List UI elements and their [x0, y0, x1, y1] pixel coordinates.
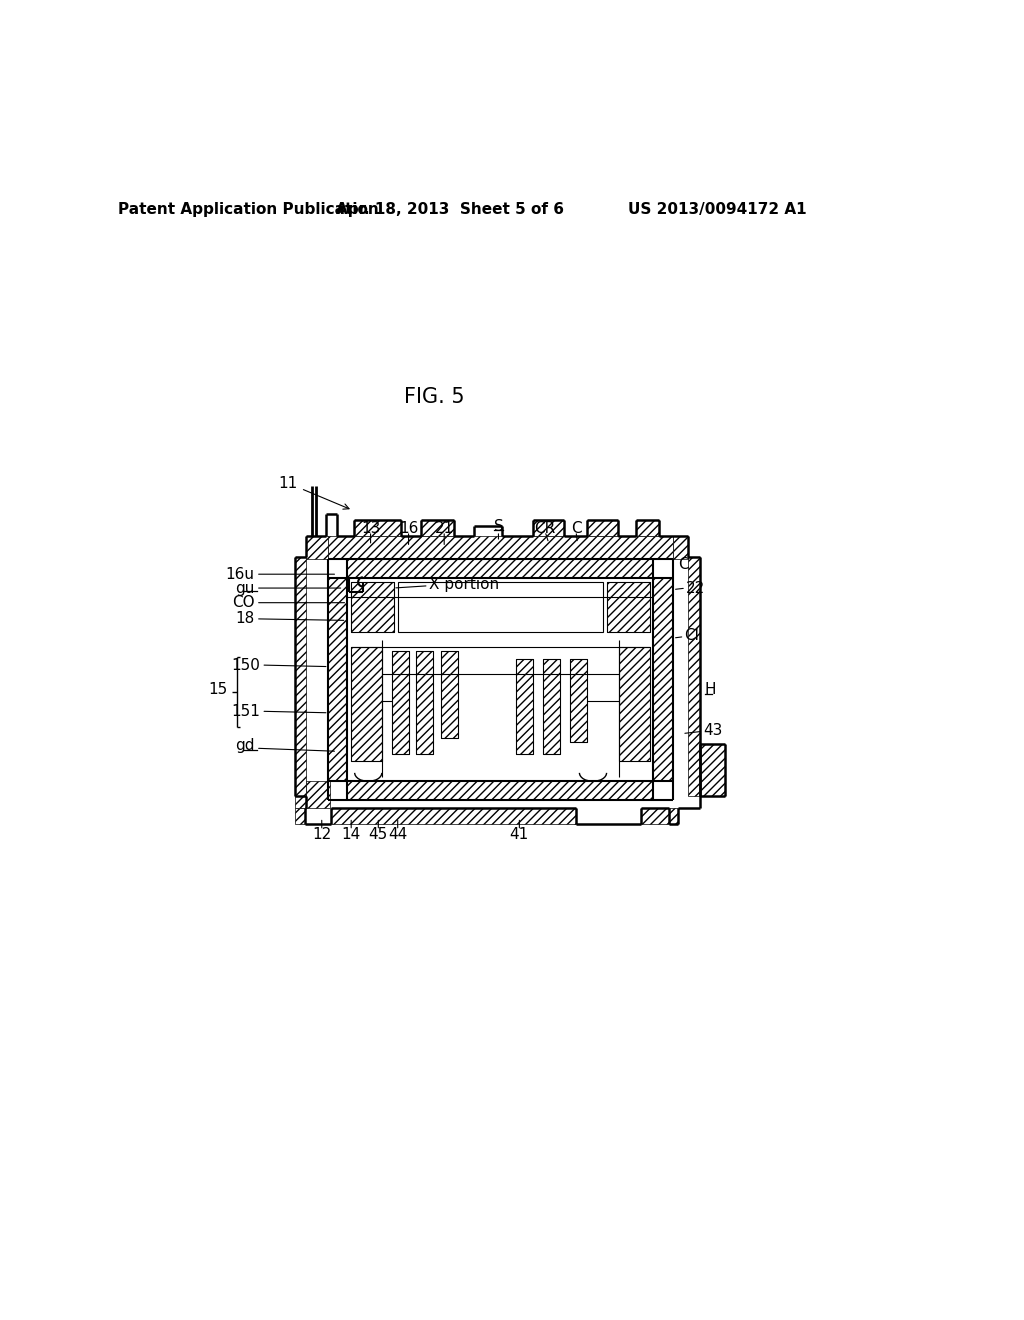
Bar [306, 536, 328, 558]
Text: CO: CO [231, 595, 254, 610]
Text: 11: 11 [279, 475, 349, 510]
Text: 21: 21 [434, 521, 454, 536]
Bar [417, 651, 433, 754]
Bar [351, 647, 382, 762]
Bar [351, 582, 394, 632]
Bar [618, 647, 649, 762]
Bar [295, 796, 306, 808]
Bar [328, 536, 673, 558]
Bar [441, 651, 458, 738]
Bar [532, 520, 563, 536]
Bar [569, 659, 587, 742]
Bar [607, 582, 649, 632]
Bar [618, 647, 649, 762]
Bar [354, 520, 400, 536]
Text: US 2013/0094172 A1: US 2013/0094172 A1 [628, 202, 806, 218]
Bar [347, 558, 653, 578]
Text: 45: 45 [369, 826, 388, 842]
Text: Patent Application Publication: Patent Application Publication [118, 202, 379, 218]
Bar [391, 651, 409, 754]
Text: 14: 14 [342, 826, 360, 842]
Bar [607, 582, 649, 632]
Bar [543, 659, 560, 754]
Bar [331, 808, 575, 825]
Text: 150: 150 [230, 657, 260, 673]
Bar [653, 578, 673, 780]
Bar [700, 744, 725, 796]
Bar [641, 808, 678, 825]
Bar [515, 659, 532, 754]
Text: H: H [705, 682, 716, 697]
Bar [515, 659, 532, 754]
Bar [351, 582, 394, 632]
Bar [295, 557, 306, 796]
Text: 151: 151 [230, 704, 260, 719]
Text: Apr. 18, 2013  Sheet 5 of 6: Apr. 18, 2013 Sheet 5 of 6 [336, 202, 563, 218]
Text: C: C [570, 521, 582, 536]
Text: 41: 41 [510, 826, 529, 842]
Bar [397, 582, 603, 632]
Text: CR: CR [535, 521, 556, 536]
Text: gd: gd [234, 738, 254, 754]
Bar [306, 780, 330, 808]
Bar [688, 557, 700, 796]
Text: gu: gu [234, 581, 254, 595]
Text: 18: 18 [236, 611, 254, 627]
Text: Cl: Cl [684, 628, 699, 643]
Bar [543, 659, 560, 754]
Text: 12: 12 [312, 826, 332, 842]
Bar [295, 808, 305, 825]
Bar [417, 651, 433, 754]
Bar [351, 647, 382, 762]
Text: 44: 44 [388, 826, 408, 842]
Bar [569, 659, 587, 742]
Text: 16u: 16u [225, 566, 254, 582]
Text: 16: 16 [399, 521, 418, 536]
Text: FIG. 5: FIG. 5 [403, 387, 465, 407]
Bar [391, 651, 409, 754]
Bar [421, 520, 454, 536]
Bar [636, 520, 658, 536]
Bar [328, 578, 347, 780]
Text: 22: 22 [686, 581, 706, 595]
Text: 15: 15 [208, 682, 227, 697]
Text: S: S [494, 519, 504, 535]
Bar [587, 520, 617, 536]
Text: C: C [678, 557, 689, 572]
Bar [673, 536, 688, 558]
Text: 13: 13 [360, 521, 380, 536]
Bar [441, 651, 458, 738]
Bar [347, 780, 653, 800]
Text: X portion: X portion [429, 577, 499, 591]
Text: 43: 43 [703, 723, 722, 738]
